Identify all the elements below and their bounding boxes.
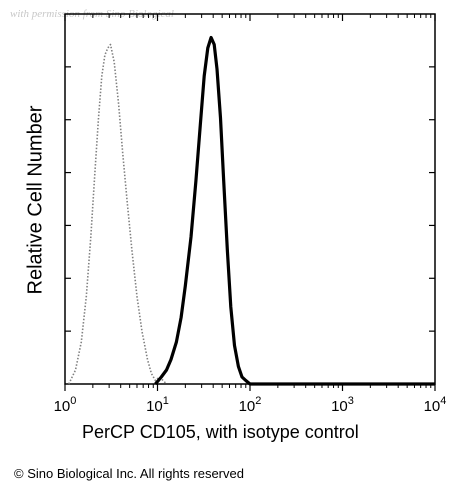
isotype-histogram-line — [68, 43, 168, 385]
plot-frame — [64, 13, 436, 385]
stained-histogram-line — [154, 35, 435, 386]
x-tick-label: 103 — [331, 395, 354, 415]
x-tick-label: 104 — [424, 395, 447, 415]
x-tick-labels: 100 101 102 103 104 — [54, 395, 447, 415]
plot-axes — [64, 13, 436, 385]
copyright-notice: © Sino Biological Inc. All rights reserv… — [14, 466, 244, 481]
tick-marks — [64, 14, 436, 391]
series-layer — [68, 35, 435, 386]
x-tick-label: 101 — [146, 395, 169, 415]
x-tick-label: 102 — [239, 395, 262, 415]
x-axis-label: PerCP CD105, with isotype control — [82, 422, 359, 442]
x-tick-label: 100 — [54, 395, 77, 415]
y-axis-label: Relative Cell Number — [24, 105, 47, 295]
